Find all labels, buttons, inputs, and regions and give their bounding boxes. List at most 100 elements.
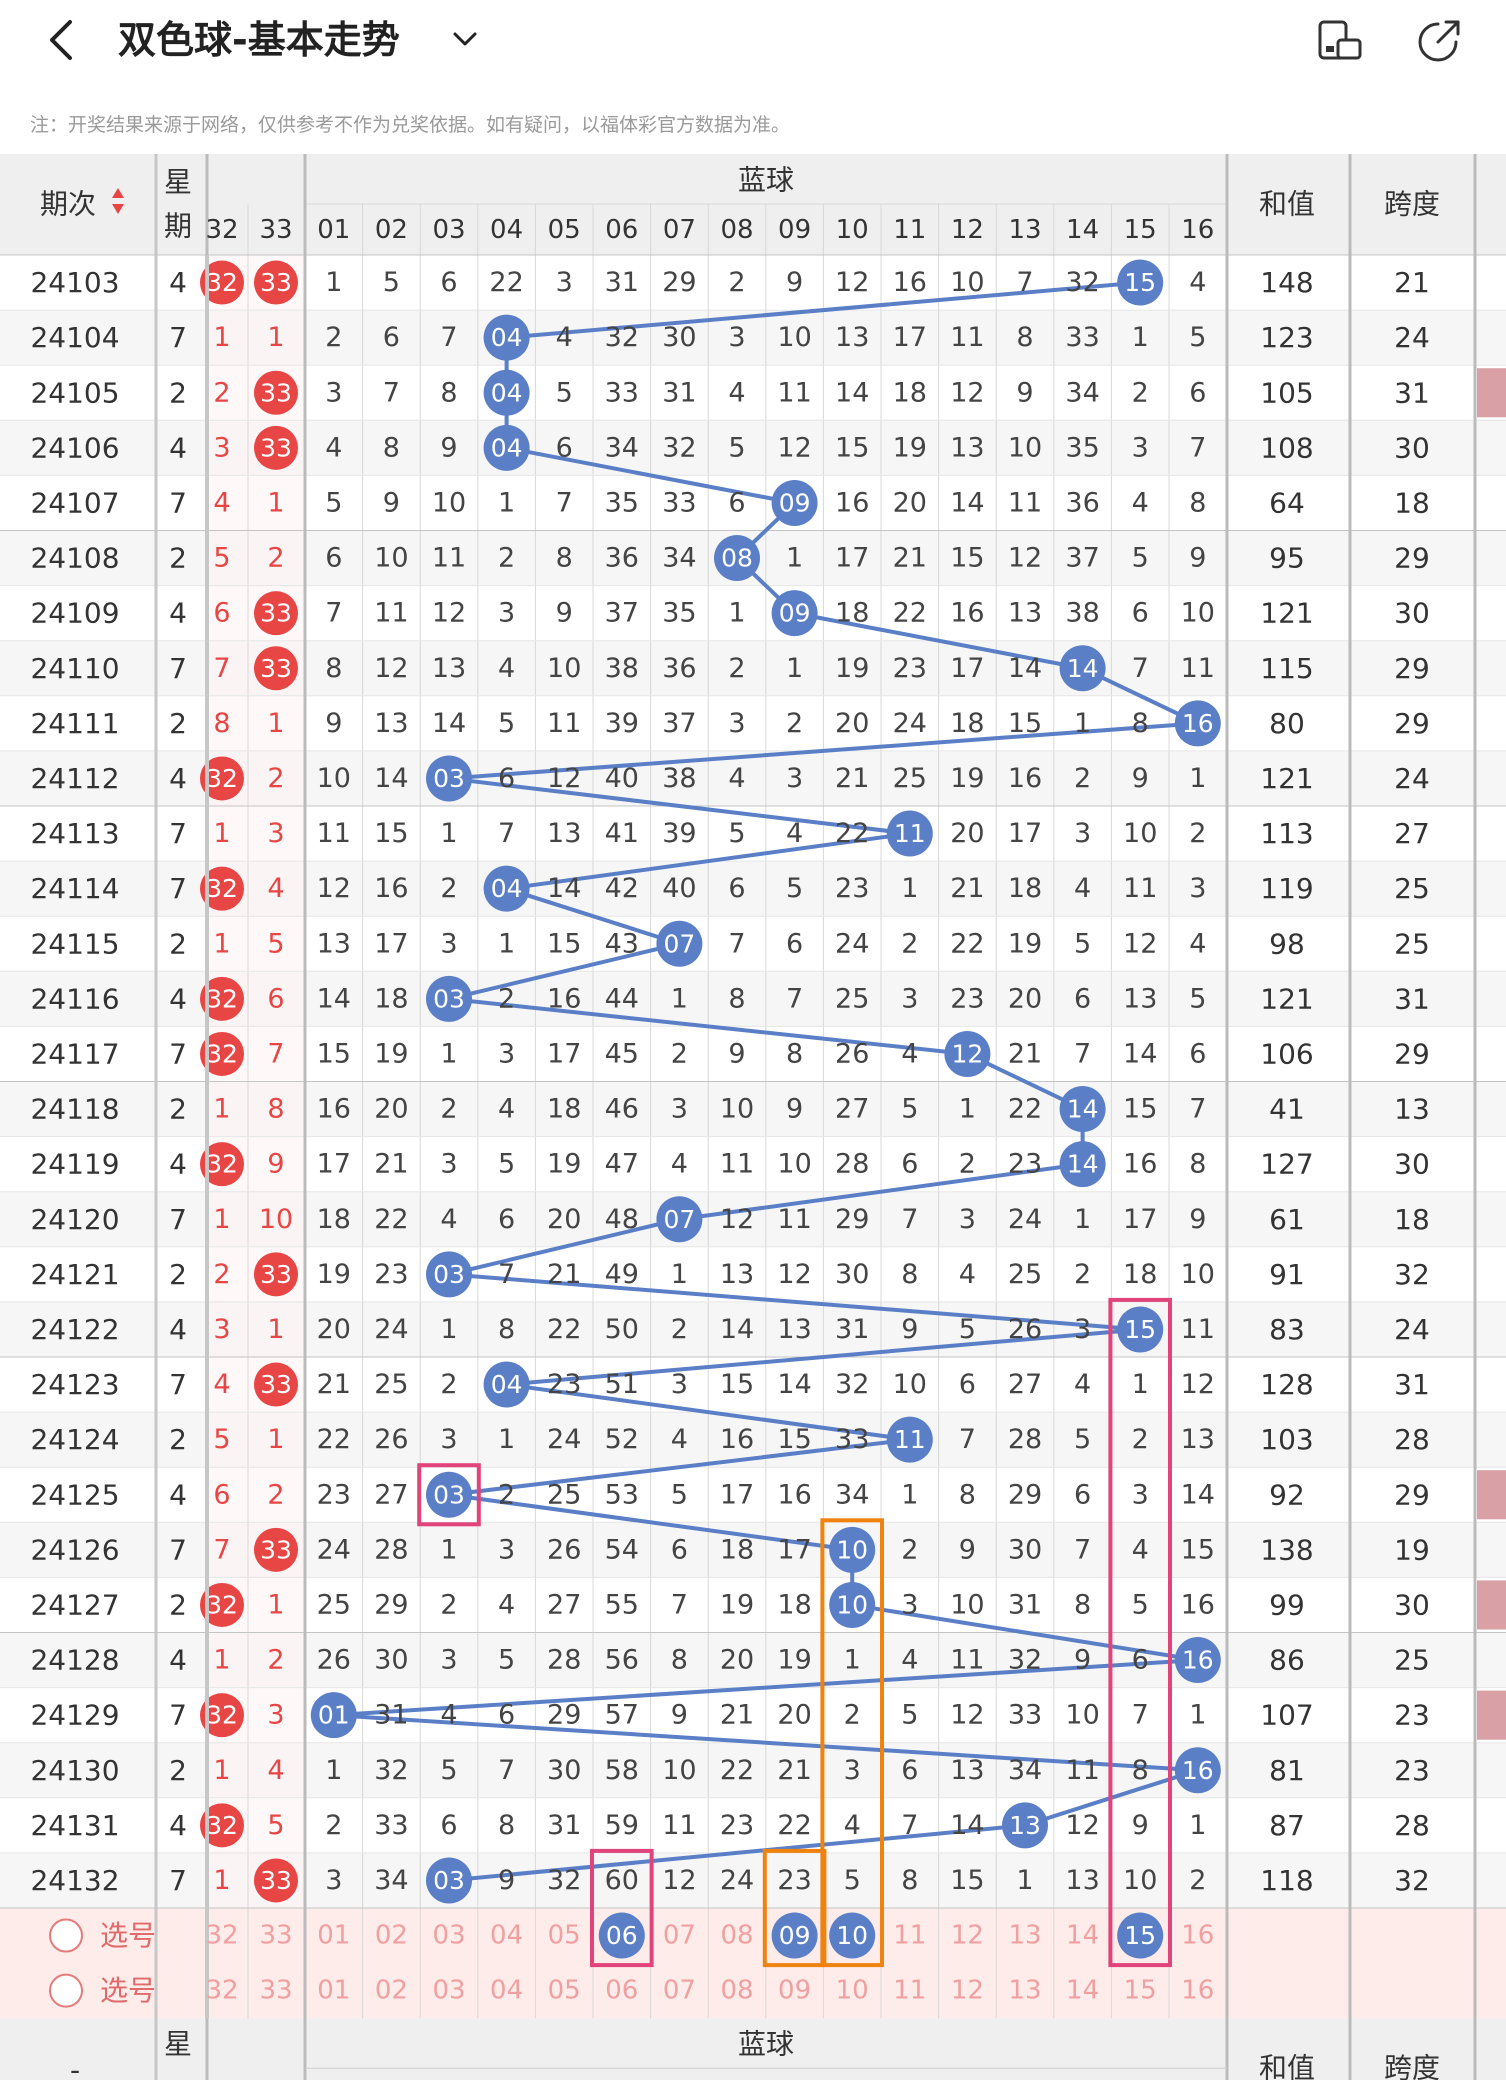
issue-cell: 24110 <box>30 652 119 685</box>
red-ball <box>200 260 244 305</box>
blue-miss-cell: 22 <box>317 1424 351 1455</box>
blue-miss-cell: 2 <box>1132 377 1149 408</box>
week-cell: 4 <box>169 266 187 299</box>
sort-down-icon[interactable] <box>112 204 124 214</box>
blue-miss-cell: 30 <box>662 322 696 353</box>
blue-col-header: 03 <box>432 215 465 245</box>
blue-miss-cell: 37 <box>1065 543 1099 574</box>
chevron-down-icon[interactable] <box>450 24 480 54</box>
blue-miss-cell: 18 <box>1123 1259 1157 1290</box>
red-miss-cell: 9 <box>267 1149 284 1180</box>
blue-ball-number: 09 <box>779 488 811 517</box>
select-blue-cell: 16 <box>1181 1976 1214 2006</box>
issue-cell: 24121 <box>30 1258 119 1291</box>
span-cell: 31 <box>1394 982 1430 1015</box>
top-bar: 双色球-基本走势 <box>0 0 1506 82</box>
blue-miss-cell: 34 <box>835 1479 869 1510</box>
blue-ball-number: 16 <box>1182 1756 1214 1785</box>
blue-miss-cell: 9 <box>1074 1645 1091 1676</box>
blue-ball <box>656 920 703 967</box>
sum-cell: 113 <box>1260 817 1313 850</box>
blue-miss-cell: 7 <box>786 983 803 1014</box>
select-radio[interactable] <box>49 1918 83 1953</box>
red-miss-cell: 1 <box>213 818 230 849</box>
share-icon[interactable] <box>1416 16 1464 64</box>
blue-ball <box>656 1196 703 1243</box>
week-cell: 7 <box>169 1037 187 1070</box>
blue-ball <box>426 1251 472 1298</box>
blue-miss-cell: 8 <box>1132 708 1149 739</box>
blue-miss-cell: 16 <box>1008 763 1042 794</box>
picked-ball[interactable] <box>598 1912 645 1959</box>
blue-miss-cell: 21 <box>720 1700 754 1731</box>
blue-miss-cell: 10 <box>1181 598 1215 629</box>
blue-miss-cell: 9 <box>728 1038 745 1069</box>
blue-miss-cell: 53 <box>605 1479 639 1510</box>
blue-miss-cell: 10 <box>720 1094 754 1125</box>
blue-miss-cell: 12 <box>432 598 466 629</box>
blue-ball-number: 14 <box>1067 1150 1099 1179</box>
blue-miss-cell: 16 <box>1123 1149 1157 1180</box>
sum-cell: 108 <box>1260 431 1313 464</box>
screen-rotate-icon[interactable] <box>1316 16 1364 64</box>
blue-miss-cell: 7 <box>383 377 400 408</box>
blue-miss-cell: 8 <box>1189 1149 1206 1180</box>
blue-miss-cell: 19 <box>1008 928 1042 959</box>
blue-miss-cell: 56 <box>605 1645 639 1676</box>
blue-miss-cell: 7 <box>1016 267 1033 298</box>
sum-cell: 148 <box>1260 266 1313 299</box>
blue-col-header: 06 <box>605 215 638 245</box>
select-radio[interactable] <box>49 1973 83 2008</box>
blue-miss-cell: 23 <box>950 983 984 1014</box>
back-icon[interactable] <box>40 18 84 62</box>
blue-miss-cell: 9 <box>1016 377 1033 408</box>
blue-miss-cell: 7 <box>440 322 457 353</box>
blue-ball-number: 16 <box>1182 709 1214 738</box>
week-cell: 4 <box>169 431 187 464</box>
blue-miss-cell: 23 <box>835 873 869 904</box>
page-title[interactable]: 双色球-基本走势 <box>118 18 400 62</box>
blue-miss-cell: 1 <box>440 1038 457 1069</box>
select-blue-cell: 03 <box>432 1921 465 1951</box>
blue-miss-cell: 4 <box>901 1038 918 1069</box>
issue-cell: 24129 <box>30 1699 119 1732</box>
blue-miss-cell: 35 <box>1065 432 1099 463</box>
blue-miss-cell: 28 <box>1008 1424 1042 1455</box>
blue-miss-cell: 1 <box>1132 1369 1149 1400</box>
issue-cell: 24114 <box>30 872 119 905</box>
select-blue-cell: 09 <box>778 1976 811 2006</box>
blue-miss-cell: 11 <box>1065 1755 1099 1786</box>
blue-miss-cell: 1 <box>728 598 745 629</box>
blue-miss-cell: 10 <box>1181 1259 1215 1290</box>
red-miss-cell: 1 <box>213 1865 230 1896</box>
blue-miss-cell: 22 <box>835 818 869 849</box>
row-mark <box>1477 1580 1506 1630</box>
blue-miss-cell: 22 <box>374 1204 408 1235</box>
blue-miss-cell: 8 <box>671 1645 688 1676</box>
blue-miss-cell: 2 <box>498 983 515 1014</box>
sort-up-icon[interactable] <box>112 188 124 198</box>
week-header: 期 <box>164 210 192 243</box>
blue-miss-cell: 15 <box>374 818 408 849</box>
red-miss-cell: 1 <box>213 1755 230 1786</box>
blue-miss-cell: 39 <box>662 818 696 849</box>
blue-miss-cell: 16 <box>950 598 984 629</box>
span-cell: 28 <box>1394 1809 1430 1842</box>
blue-miss-cell: 3 <box>498 1534 515 1565</box>
blue-ball <box>886 810 933 857</box>
blue-miss-cell: 37 <box>662 708 696 739</box>
blue-ball-number: 07 <box>663 929 695 958</box>
picked-ball[interactable] <box>829 1912 876 1959</box>
blue-ball <box>829 1526 876 1573</box>
blue-miss-cell: 3 <box>671 1094 688 1125</box>
blue-miss-cell: 10 <box>950 1589 984 1620</box>
picked-ball[interactable] <box>771 1912 818 1959</box>
blue-miss-cell: 2 <box>671 1038 688 1069</box>
week-cell: 4 <box>169 1644 187 1677</box>
blue-miss-cell: 17 <box>1123 1204 1157 1235</box>
blue-col-header: 04 <box>490 215 523 245</box>
blue-miss-cell: 5 <box>671 1479 688 1510</box>
blue-ball-number: 04 <box>491 1370 523 1399</box>
blue-miss-cell: 3 <box>1074 818 1091 849</box>
picked-ball[interactable] <box>1117 1912 1164 1959</box>
